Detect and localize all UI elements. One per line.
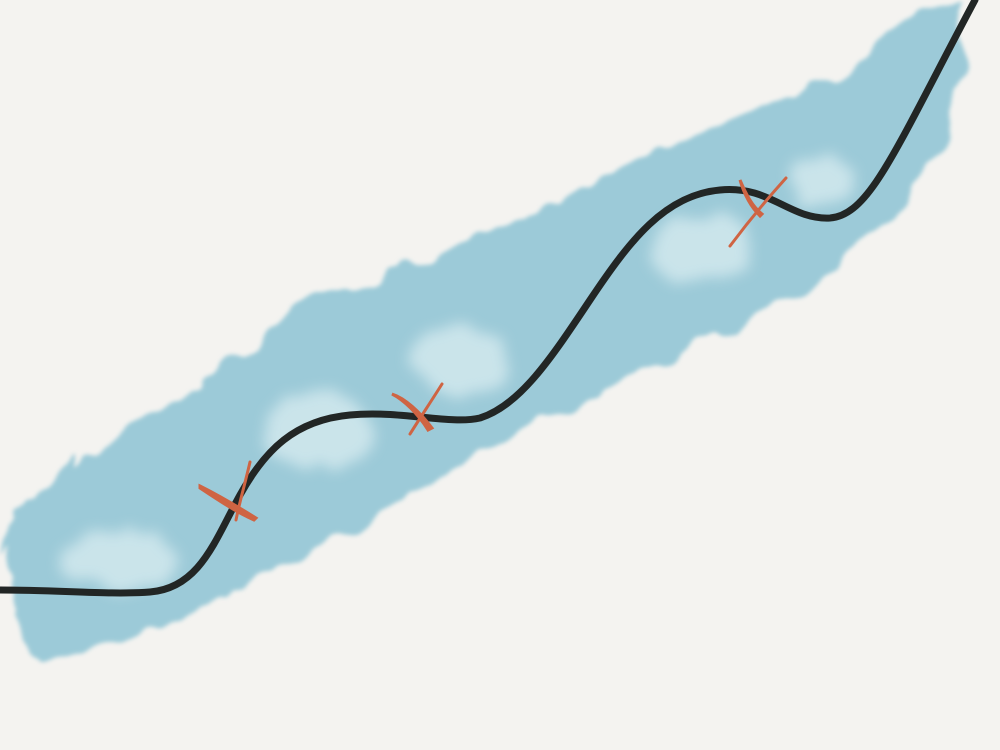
highlight-wash — [265, 390, 375, 470]
x-mark-stroke — [738, 179, 765, 219]
x-mark-stroke — [408, 382, 444, 436]
x-mark-icon — [728, 176, 788, 248]
highlight-wash — [60, 530, 180, 590]
x-mark-stroke — [391, 392, 435, 432]
band-highlights — [60, 155, 855, 590]
black-curve-line — [0, 0, 979, 597]
band-lower-wash — [0, 458, 78, 555]
x-marks — [198, 176, 788, 522]
x-mark-stroke — [198, 483, 259, 522]
x-mark-stroke — [234, 460, 252, 522]
x-mark-icon — [198, 460, 259, 522]
highlight-wash — [785, 155, 855, 205]
x-mark-icon — [391, 382, 444, 436]
x-mark-stroke — [728, 176, 788, 248]
highlight-wash — [645, 215, 755, 285]
highlight-wash — [410, 325, 510, 395]
